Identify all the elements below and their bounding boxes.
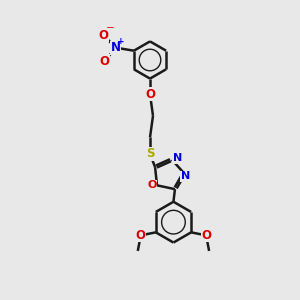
Text: O: O — [145, 88, 155, 101]
Text: O: O — [98, 28, 108, 42]
Text: O: O — [100, 55, 110, 68]
Text: N: N — [172, 153, 182, 163]
Text: +: + — [117, 37, 125, 46]
Text: O: O — [135, 229, 145, 242]
Text: S: S — [146, 147, 154, 161]
Text: N: N — [111, 41, 121, 54]
Text: N: N — [181, 171, 190, 181]
Text: −: − — [106, 23, 114, 34]
Text: O: O — [202, 229, 212, 242]
Text: O: O — [148, 180, 157, 190]
